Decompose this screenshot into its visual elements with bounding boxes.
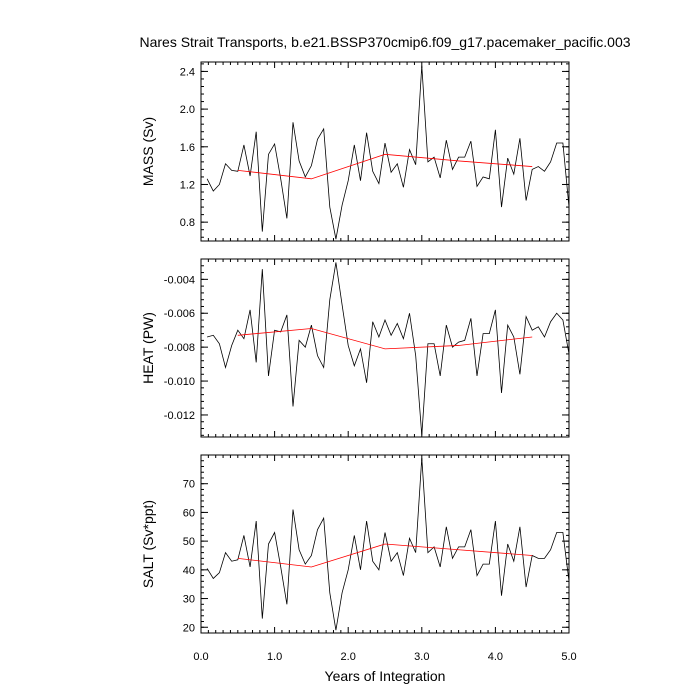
x-tick-label: 0.0	[193, 651, 208, 663]
mass-y-axis-label: MASS (Sv)	[140, 117, 156, 186]
x-tick-label: 5.0	[561, 651, 576, 663]
x-tick-label: 2.0	[341, 651, 356, 663]
heat-annual-mean-line	[237, 328, 533, 350]
heat-y-axis-label: HEAT (PW)	[140, 312, 156, 384]
mass-y-tick-label: 2.4	[180, 66, 195, 78]
mass-y-tick-label: 1.6	[180, 142, 195, 154]
heat-y-tick-label: -0.012	[164, 410, 195, 422]
salt-y-tick-label: 60	[183, 507, 195, 519]
mass-y-tick-label: 1.2	[180, 179, 195, 191]
salt-y-axis-label: SALT (Sv*ppt)	[140, 500, 156, 588]
mass-annual-mean-line	[237, 153, 533, 180]
heat-monthly-series-line	[207, 262, 570, 436]
salt-y-tick-label: 40	[183, 565, 195, 577]
salt-y-tick-label: 20	[183, 622, 195, 634]
x-tick-label: 1.0	[267, 651, 282, 663]
salt-y-tick-label: 30	[183, 594, 195, 606]
salt-annual-mean-line	[237, 543, 533, 568]
salt-monthly-series-line	[206, 457, 570, 631]
x-tick-label: 4.0	[488, 651, 503, 663]
salt-y-tick-label: 70	[183, 479, 195, 491]
panel-heat: -0.012 -0.010 -0.008 -0.006 -0.004 HEAT (PW)	[140, 258, 570, 438]
heat-y-tick-label: -0.004	[164, 274, 195, 286]
mass-y-tick-label: 2.0	[180, 104, 195, 116]
panel-mass: 0.8 1.2 1.6 2.0 2.4 MASS (Sv)	[140, 61, 570, 242]
heat-plot-frame	[200, 258, 570, 438]
salt-y-tick-label: 50	[183, 536, 195, 548]
panel-salt: 20 30 40 50 60 70 SALT (Sv*ppt)	[140, 454, 570, 634]
heat-y-tick-label: -0.010	[164, 376, 195, 388]
chart-title: Nares Strait Transports, b.e21.BSSP370cm…	[139, 34, 630, 50]
heat-y-tick-label: -0.008	[164, 342, 195, 354]
x-tick-label: 3.0	[414, 651, 429, 663]
heat-y-tick-label: -0.006	[164, 308, 195, 320]
mass-plot-frame	[200, 61, 570, 242]
mass-monthly-series-line	[206, 65, 570, 240]
x-axis-label: Years of Integration	[325, 668, 446, 684]
mass-y-tick-label: 0.8	[180, 217, 195, 229]
x-axis: 0.0 1.0 2.0 3.0 4.0 5.0	[193, 651, 576, 663]
